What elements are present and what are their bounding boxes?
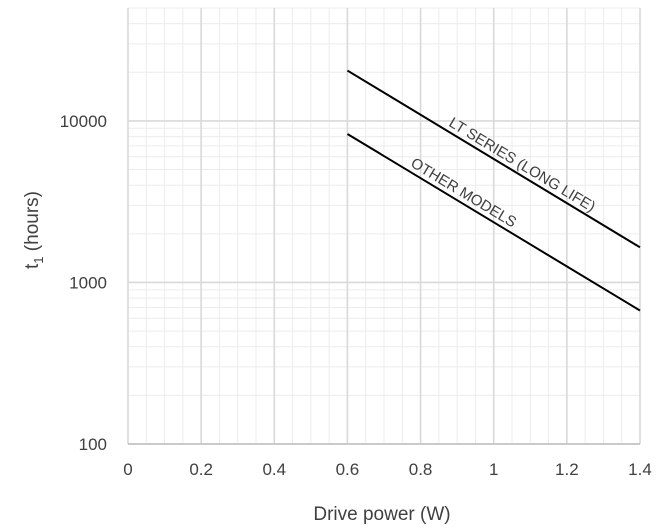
grid xyxy=(127,7,641,445)
y-axis-label-sub: 1 xyxy=(31,256,46,263)
x-tick-label: 0 xyxy=(123,460,132,479)
series-line xyxy=(346,133,641,312)
x-tick-label: 1.2 xyxy=(555,460,579,479)
y-tick-label: 100 xyxy=(79,435,107,454)
y-axis-label-main: t xyxy=(22,263,43,269)
x-tick-label: 1 xyxy=(489,460,498,479)
x-tick-label: 0.4 xyxy=(262,460,286,479)
series-labels: LT SERIES (LONG LIFE)OTHER MODELS xyxy=(408,114,599,231)
y-axis-label-rest: (hours) xyxy=(22,191,43,256)
y-tick-label: 1000 xyxy=(69,273,107,292)
y-axis-label: t1 (hours) xyxy=(22,191,46,269)
series-lines xyxy=(346,69,641,312)
x-tick-label: 0.6 xyxy=(336,460,360,479)
x-tick-labels: 0 0.2 0.4 0.6 0.8 1 1.2 1.4 xyxy=(123,460,652,479)
y-tick-label: 10000 xyxy=(60,112,107,131)
series-label: OTHER MODELS xyxy=(408,155,520,232)
x-axis-label: Drive power (W) xyxy=(313,504,450,525)
series-line xyxy=(346,69,641,249)
x-tick-label: 1.4 xyxy=(628,460,652,479)
x-tick-label: 0.2 xyxy=(189,460,213,479)
y-tick-labels: 100 1000 10000 xyxy=(60,112,107,454)
x-tick-label: 0.8 xyxy=(409,460,433,479)
